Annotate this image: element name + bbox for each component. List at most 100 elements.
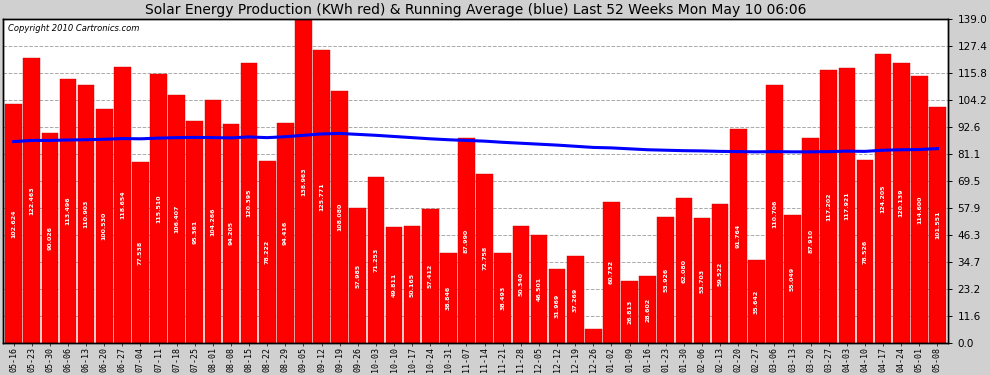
Bar <box>132 162 148 343</box>
Text: 100.530: 100.530 <box>102 212 107 240</box>
Bar <box>856 160 873 343</box>
Text: 117.202: 117.202 <box>827 192 832 221</box>
Bar <box>422 209 439 343</box>
Text: 38.493: 38.493 <box>500 286 505 310</box>
Text: 71.253: 71.253 <box>373 248 378 272</box>
Text: 104.266: 104.266 <box>211 207 216 236</box>
Text: 28.602: 28.602 <box>645 298 650 322</box>
Bar <box>930 106 945 343</box>
Bar <box>259 161 275 343</box>
Text: 120.139: 120.139 <box>899 189 904 217</box>
Bar <box>205 100 221 343</box>
Text: 57.985: 57.985 <box>355 263 360 288</box>
Bar <box>657 217 674 343</box>
Bar <box>839 68 855 343</box>
Text: 91.764: 91.764 <box>736 224 741 248</box>
Bar <box>712 204 729 343</box>
Bar <box>911 76 928 343</box>
Text: 90.026: 90.026 <box>48 226 52 250</box>
Bar <box>96 109 113 343</box>
Bar <box>332 92 348 343</box>
Bar <box>458 138 475 343</box>
Bar <box>513 226 530 343</box>
Bar <box>223 124 240 343</box>
Text: 102.624: 102.624 <box>11 209 16 238</box>
Text: 87.910: 87.910 <box>808 229 813 253</box>
Bar <box>367 177 384 343</box>
Text: 50.165: 50.165 <box>410 273 415 297</box>
Text: 122.463: 122.463 <box>30 186 35 215</box>
Bar <box>694 218 710 343</box>
Bar <box>585 329 602 343</box>
Text: 57.412: 57.412 <box>428 264 433 288</box>
Bar <box>295 20 312 343</box>
Text: 59.522: 59.522 <box>718 262 723 286</box>
Title: Solar Energy Production (KWh red) & Running Average (blue) Last 52 Weeks Mon May: Solar Energy Production (KWh red) & Runn… <box>145 3 806 17</box>
Text: 50.340: 50.340 <box>519 272 524 296</box>
Text: 120.395: 120.395 <box>247 189 251 217</box>
Text: 78.222: 78.222 <box>264 240 269 264</box>
Bar <box>893 63 910 343</box>
Text: 87.990: 87.990 <box>464 228 469 253</box>
Text: 95.361: 95.361 <box>192 220 197 244</box>
Text: 117.921: 117.921 <box>844 191 849 220</box>
Bar <box>603 202 620 343</box>
Bar <box>821 70 838 343</box>
Text: 26.813: 26.813 <box>627 300 632 324</box>
Bar <box>404 226 421 343</box>
Text: 125.771: 125.771 <box>319 182 324 211</box>
Text: 110.706: 110.706 <box>772 200 777 228</box>
Bar <box>802 138 819 343</box>
Bar <box>186 121 203 343</box>
Bar <box>621 280 638 343</box>
Bar <box>766 85 783 343</box>
Bar <box>875 54 891 343</box>
Bar <box>640 276 656 343</box>
Text: 138.963: 138.963 <box>301 167 306 195</box>
Text: 94.205: 94.205 <box>229 221 234 245</box>
Text: 118.654: 118.654 <box>120 190 125 219</box>
Text: 35.642: 35.642 <box>753 290 758 314</box>
Text: 113.496: 113.496 <box>65 196 70 225</box>
Text: 124.205: 124.205 <box>881 184 886 213</box>
Text: 60.732: 60.732 <box>609 260 614 284</box>
Text: 115.510: 115.510 <box>156 194 161 223</box>
Text: 77.538: 77.538 <box>138 241 143 265</box>
Bar <box>168 95 185 343</box>
Bar <box>313 50 330 343</box>
Bar <box>150 74 167 343</box>
Text: 62.080: 62.080 <box>681 259 686 283</box>
Text: 101.551: 101.551 <box>935 210 940 239</box>
Text: 38.846: 38.846 <box>446 286 450 310</box>
Bar <box>349 208 366 343</box>
Bar <box>5 104 22 343</box>
Text: 78.526: 78.526 <box>862 240 867 264</box>
Bar <box>531 235 547 343</box>
Bar <box>730 129 746 343</box>
Bar <box>114 67 131 343</box>
Text: 114.600: 114.600 <box>917 195 922 224</box>
Bar <box>494 254 511 343</box>
Text: 53.926: 53.926 <box>663 268 668 292</box>
Text: 110.903: 110.903 <box>83 200 88 228</box>
Text: Copyright 2010 Cartronics.com: Copyright 2010 Cartronics.com <box>8 24 139 33</box>
Bar <box>440 253 456 343</box>
Bar <box>386 227 402 343</box>
Text: 49.811: 49.811 <box>391 273 397 297</box>
Bar <box>567 256 583 343</box>
Text: 37.269: 37.269 <box>572 288 578 312</box>
Bar <box>42 134 58 343</box>
Bar <box>748 260 764 343</box>
Text: 31.969: 31.969 <box>554 294 559 318</box>
Bar <box>59 79 76 343</box>
Text: 46.501: 46.501 <box>537 277 542 301</box>
Bar <box>548 268 565 343</box>
Text: 108.080: 108.080 <box>338 203 343 231</box>
Bar <box>78 85 94 343</box>
Bar <box>675 198 692 343</box>
Text: 106.407: 106.407 <box>174 205 179 233</box>
Text: 94.416: 94.416 <box>283 221 288 245</box>
Text: 55.049: 55.049 <box>790 267 795 291</box>
Bar <box>241 63 257 343</box>
Text: 72.758: 72.758 <box>482 246 487 270</box>
